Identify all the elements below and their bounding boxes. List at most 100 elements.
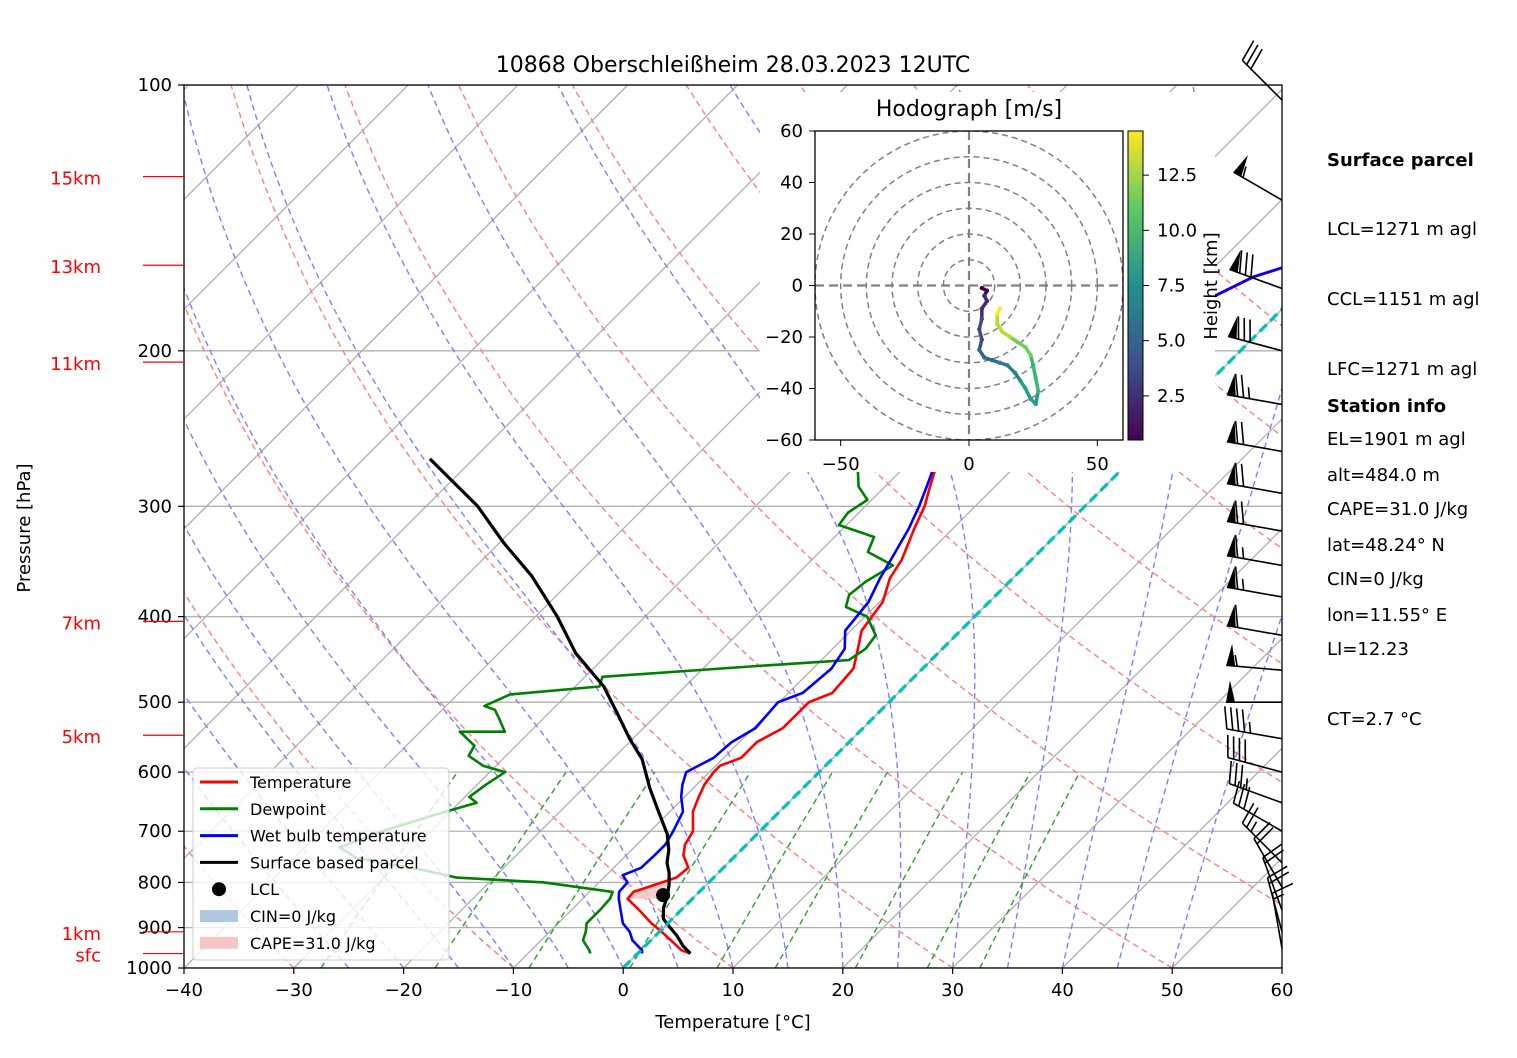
hodograph-point bbox=[995, 322, 999, 326]
hodograph-colorbar bbox=[1128, 131, 1143, 440]
wind-barb bbox=[1227, 605, 1282, 636]
hodograph-point bbox=[1018, 379, 1022, 383]
barb-flag bbox=[1247, 808, 1258, 828]
barb-flag bbox=[1236, 605, 1238, 628]
wind-barb bbox=[1229, 761, 1282, 803]
legend-label: Surface based parcel bbox=[250, 853, 419, 872]
y-tick-label: 200 bbox=[138, 341, 172, 362]
barb-half-flag bbox=[1251, 822, 1257, 832]
hodograph-point bbox=[1031, 363, 1035, 367]
colorbar-label: Height [km] bbox=[1201, 232, 1222, 339]
barb-flag bbox=[1237, 708, 1239, 731]
hodograph-x-tick-label: 50 bbox=[1086, 454, 1109, 475]
hodograph-y-tick-label: −40 bbox=[765, 379, 803, 400]
lcl-marker bbox=[656, 888, 670, 902]
barb-pennant bbox=[1226, 644, 1235, 666]
hodograph-point bbox=[1036, 389, 1040, 393]
wind-barbs bbox=[1225, 41, 1293, 949]
barb-flag bbox=[1241, 765, 1243, 788]
height-label: sfc bbox=[75, 946, 101, 967]
x-tick-label: 0 bbox=[617, 980, 628, 1001]
hodograph-point bbox=[982, 355, 986, 359]
legend-label: Wet bulb temperature bbox=[250, 827, 427, 846]
legend-label: CIN=0 J/kg bbox=[250, 907, 336, 926]
barb-flag bbox=[1236, 566, 1238, 589]
barb-pennant bbox=[1229, 250, 1240, 272]
barb-flag bbox=[1225, 706, 1227, 729]
x-tick-label: −20 bbox=[385, 980, 423, 1001]
y-tick-label: 600 bbox=[138, 762, 172, 783]
barb-half-flag bbox=[1235, 655, 1237, 666]
height-label: 5km bbox=[62, 727, 101, 748]
wind-barb bbox=[1227, 535, 1282, 566]
hodograph-point bbox=[985, 288, 989, 292]
hodograph-point bbox=[977, 327, 981, 331]
y-tick-label: 300 bbox=[138, 496, 172, 517]
legend-swatch-patch bbox=[200, 937, 238, 949]
colorbar-tick-label: 7.5 bbox=[1157, 276, 1186, 297]
y-tick-label: 500 bbox=[138, 692, 172, 713]
mixing-ratio-line bbox=[927, 772, 1030, 968]
y-tick-label: 800 bbox=[138, 872, 172, 893]
hodograph-point bbox=[980, 337, 984, 341]
colorbar-tick-label: 12.5 bbox=[1157, 165, 1197, 186]
station-longitude: lon=11.55° E bbox=[1327, 604, 1447, 627]
x-tick-label: −40 bbox=[165, 980, 203, 1001]
barb-half-flag bbox=[1243, 547, 1244, 558]
x-axis-label: Temperature [°C] bbox=[654, 1012, 810, 1033]
station-info-heading: Station info bbox=[1327, 395, 1447, 418]
hodograph-point bbox=[998, 306, 1002, 310]
hodograph-title: Hodograph [m/s] bbox=[876, 97, 1062, 122]
barb-flag bbox=[1242, 375, 1244, 398]
barb-flag bbox=[1236, 501, 1238, 524]
mixing-ratio-line bbox=[717, 772, 832, 968]
hodograph-point bbox=[1005, 363, 1009, 367]
ccl-stat: CCL=1151 m agl bbox=[1327, 288, 1480, 311]
height-label: 13km bbox=[50, 257, 101, 278]
barb-half-flag bbox=[1246, 778, 1247, 789]
mixing-ratio-line bbox=[435, 772, 566, 968]
station-latitude: lat=48.24° N bbox=[1327, 534, 1447, 557]
legend-label: LCL bbox=[250, 880, 279, 899]
barb-staff bbox=[1227, 484, 1282, 494]
legend-label: CAPE=31.0 J/kg bbox=[250, 934, 376, 953]
wind-barb bbox=[1234, 781, 1282, 831]
hodograph-point bbox=[1008, 335, 1012, 339]
wind-barb bbox=[1225, 706, 1282, 738]
hodograph-y-tick-label: 40 bbox=[780, 173, 803, 194]
barb-pennant bbox=[1227, 421, 1236, 444]
colorbar-tick-label: 10.0 bbox=[1157, 220, 1197, 241]
x-tick-label: −30 bbox=[275, 980, 313, 1001]
x-tick-label: 30 bbox=[941, 980, 964, 1001]
barb-flag bbox=[1247, 45, 1258, 65]
barb-flag bbox=[1236, 374, 1238, 397]
legend-swatch-marker bbox=[212, 882, 226, 896]
wind-barb bbox=[1227, 500, 1282, 531]
y-tick-label: 900 bbox=[138, 918, 172, 939]
hodograph-point bbox=[977, 348, 981, 352]
hodograph-point bbox=[1016, 340, 1020, 344]
hodograph-y-tick-label: 0 bbox=[792, 276, 803, 297]
y-tick-label: 400 bbox=[138, 607, 172, 628]
hodograph-point bbox=[1013, 371, 1017, 375]
hodograph-point bbox=[980, 317, 984, 321]
hodograph-point bbox=[990, 358, 994, 362]
barb-flag bbox=[1235, 763, 1237, 786]
barb-staff bbox=[1227, 729, 1282, 739]
barb-flag bbox=[1242, 502, 1244, 525]
barb-pennant bbox=[1227, 500, 1236, 523]
hodograph-point bbox=[980, 306, 984, 310]
hodograph-point bbox=[1028, 397, 1032, 401]
barb-half-flag bbox=[1243, 579, 1244, 590]
wind-barb bbox=[1227, 566, 1282, 597]
hodograph-point bbox=[985, 299, 989, 303]
surface-parcel-heading: Surface parcel bbox=[1327, 149, 1480, 172]
hodograph-point bbox=[980, 286, 984, 290]
y-tick-label: 100 bbox=[138, 75, 172, 96]
barb-flag bbox=[1236, 421, 1238, 444]
barb-staff bbox=[1227, 442, 1282, 452]
hodograph-point bbox=[1023, 386, 1027, 390]
